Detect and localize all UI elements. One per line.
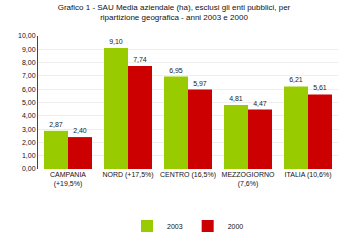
svg-text:ITALIA (10,6%): ITALIA (10,6%) — [285, 171, 332, 179]
svg-text:8,00: 8,00 — [22, 59, 36, 66]
svg-text:5,61: 5,61 — [313, 84, 327, 91]
svg-text:4,00: 4,00 — [22, 112, 36, 119]
svg-text:CAMPANIA(+19,5%): CAMPANIA(+19,5%) — [50, 171, 86, 188]
svg-text:6,95: 6,95 — [169, 67, 183, 74]
svg-text:2,00: 2,00 — [22, 139, 36, 146]
svg-text:2,87: 2,87 — [49, 121, 63, 128]
svg-text:2000: 2000 — [228, 223, 244, 230]
svg-text:MEZZOGIORNO(7,6%): MEZZOGIORNO(7,6%) — [222, 171, 275, 188]
svg-text:6,21: 6,21 — [289, 76, 303, 83]
svg-text:4,81: 4,81 — [229, 95, 243, 102]
svg-text:2,40: 2,40 — [73, 127, 87, 134]
svg-text:5,97: 5,97 — [193, 80, 207, 87]
svg-text:0,00: 0,00 — [22, 165, 36, 172]
svg-text:Grafico 1 - SAU Media aziendal: Grafico 1 - SAU Media aziendale (ha), es… — [58, 3, 291, 22]
svg-text:NORD (+17,5%): NORD (+17,5%) — [102, 171, 153, 179]
svg-text:5,00: 5,00 — [22, 99, 36, 106]
svg-text:9,10: 9,10 — [109, 38, 123, 45]
svg-text:4,47: 4,47 — [253, 100, 267, 107]
svg-text:7,74: 7,74 — [133, 56, 147, 63]
svg-text:7,00: 7,00 — [22, 72, 36, 79]
svg-text:10,00: 10,00 — [18, 32, 36, 39]
svg-text:2003: 2003 — [167, 223, 183, 230]
svg-text:3,00: 3,00 — [22, 126, 36, 133]
svg-text:9,00: 9,00 — [22, 46, 36, 53]
svg-text:1,00: 1,00 — [22, 152, 36, 159]
svg-text:CENTRO (16,5%): CENTRO (16,5%) — [160, 171, 216, 179]
svg-text:6,00: 6,00 — [22, 86, 36, 93]
